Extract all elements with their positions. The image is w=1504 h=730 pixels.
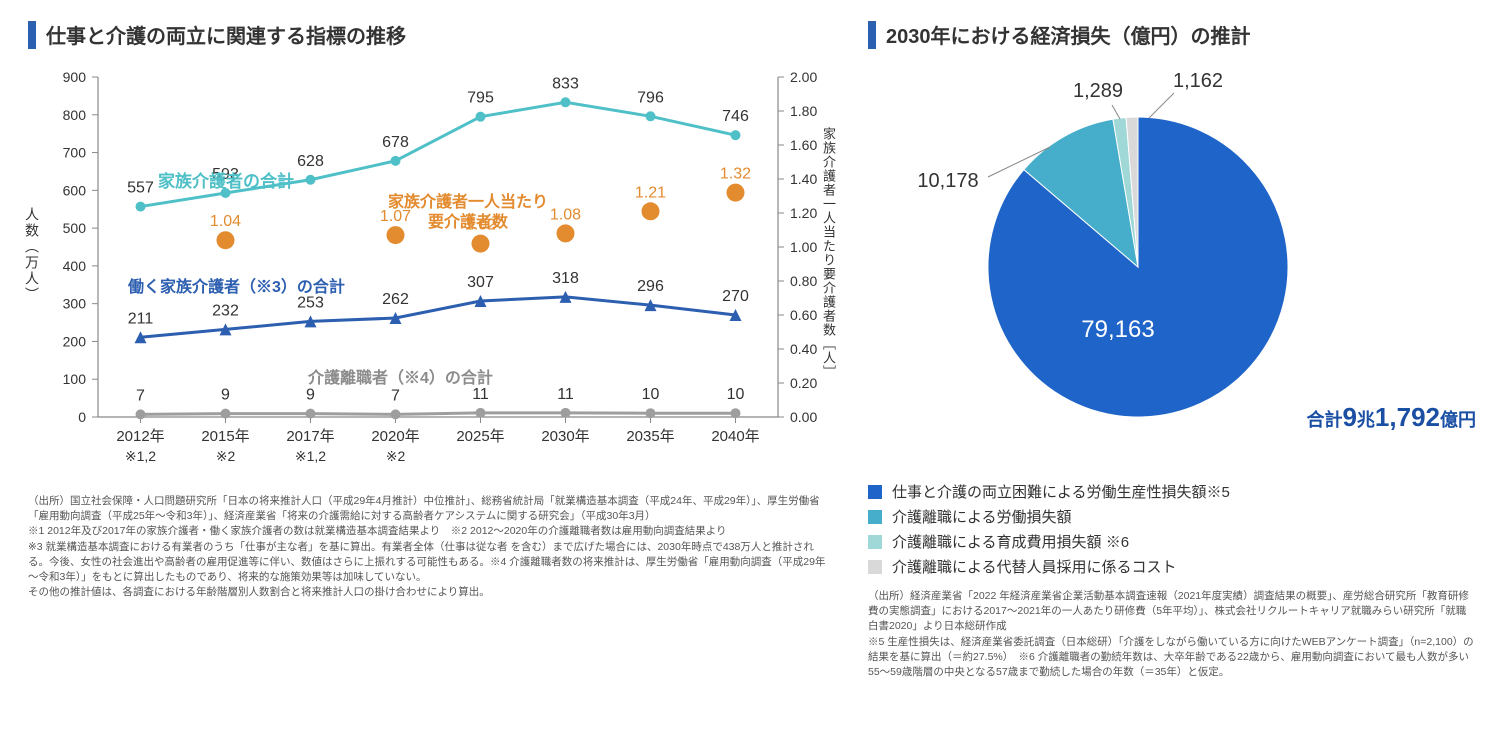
legend-label: 介護離職による育成費用損失額 ※6 [892,531,1129,552]
svg-text:1.08: 1.08 [550,206,581,223]
svg-text:2025年: 2025年 [456,428,504,445]
svg-text:678: 678 [382,134,409,151]
svg-text:1.21: 1.21 [635,184,666,201]
svg-text:家族介護者一人当たり: 家族介護者一人当たり [388,192,548,211]
svg-text:9: 9 [306,387,315,404]
svg-text:800: 800 [63,107,87,123]
svg-text:795: 795 [467,90,494,107]
svg-text:1.20: 1.20 [790,205,817,221]
legend-label: 介護離職による代替人員採用に係るコスト [892,556,1177,577]
svg-text:700: 700 [63,145,87,161]
svg-text:318: 318 [552,270,579,287]
line-chart: 人数（万人） 家族介護者一人当たり要介護者数［人］ 01002003004005… [28,57,828,482]
legend-label: 仕事と介護の両立困難による労働生産性損失額※5 [892,481,1230,502]
svg-text:11: 11 [472,386,489,403]
svg-text:1.32: 1.32 [720,166,751,183]
svg-text:要介護者数: 要介護者数 [428,212,509,231]
svg-text:0.40: 0.40 [790,341,817,357]
svg-text:0.60: 0.60 [790,307,817,323]
title-bar-icon [28,21,36,49]
svg-text:300: 300 [63,296,87,312]
title-bar-icon [868,21,876,49]
svg-text:1,162: 1,162 [1173,70,1223,92]
svg-text:500: 500 [63,220,87,236]
svg-text:2012年: 2012年 [116,428,164,445]
legend-swatch-icon [868,485,882,499]
svg-text:211: 211 [128,310,154,327]
svg-text:746: 746 [722,108,749,125]
pie-legend: 仕事と介護の両立困難による労働生産性損失額※5 介護離職による労働損失額介護離職に… [868,481,1476,577]
svg-text:7: 7 [391,387,400,404]
legend-item: 仕事と介護の両立困難による労働生産性損失額※5 [868,481,1476,502]
svg-text:79,163: 79,163 [1081,316,1154,343]
svg-text:0.20: 0.20 [790,375,817,391]
svg-text:家族介護者の合計: 家族介護者の合計 [158,171,294,191]
svg-text:2.00: 2.00 [790,69,817,85]
left-title-row: 仕事と介護の両立に関連する指標の推移 [28,20,828,49]
svg-text:200: 200 [63,333,87,349]
pie-total: 合計9兆1,792億円 [1306,402,1476,433]
svg-text:10: 10 [642,386,660,403]
pie-chart-svg: 79,163 10,178 1,289 1,162 [868,57,1428,457]
svg-text:307: 307 [467,274,494,291]
right-title: 2030年における経済損失（億円）の推計 [886,20,1251,49]
svg-text:1.04: 1.04 [210,213,241,230]
svg-text:2040年: 2040年 [711,428,759,445]
left-footnotes: （出所）国立社会保障・人口問題研究所「日本の将来推計人口（平成29年4月推計）中… [28,494,828,601]
svg-text:270: 270 [722,288,749,305]
legend-label: 介護離職による労働損失額 [892,506,1072,527]
svg-text:600: 600 [63,182,87,198]
svg-text:0: 0 [78,409,86,425]
svg-text:628: 628 [297,153,324,170]
right-title-row: 2030年における経済損失（億円）の推計 [868,20,1476,49]
svg-text:※2: ※2 [216,448,236,464]
svg-text:※1,2: ※1,2 [295,448,326,464]
legend-swatch-icon [868,510,882,524]
svg-text:0.00: 0.00 [790,409,817,425]
svg-text:296: 296 [637,278,664,295]
svg-text:10,178: 10,178 [917,170,978,192]
legend-item: 介護離職による育成費用損失額 ※6 [868,531,1476,552]
y1-axis-label: 人数（万人） [22,207,42,303]
svg-text:796: 796 [637,89,664,106]
svg-text:833: 833 [552,75,579,92]
svg-text:253: 253 [297,294,324,311]
svg-text:11: 11 [557,386,574,403]
left-title: 仕事と介護の両立に関連する指標の推移 [46,20,406,49]
svg-text:介護離職者（※4）の合計: 介護離職者（※4）の合計 [307,368,493,387]
pie-chart: 79,163 10,178 1,289 1,162 合計9兆1,792億円 [868,57,1476,477]
svg-text:400: 400 [63,258,87,274]
svg-text:10: 10 [727,386,745,403]
svg-text:2017年: 2017年 [286,428,334,445]
svg-text:9: 9 [221,387,230,404]
y2-axis-label: 家族介護者一人当たり要介護者数［人］ [819,127,838,379]
svg-text:2015年: 2015年 [201,428,249,445]
right-panel: 2030年における経済損失（億円）の推計 79,163 10,178 1,289 1,… [868,20,1476,680]
legend-item: 介護離職による代替人員採用に係るコスト [868,556,1476,577]
svg-text:900: 900 [63,69,87,85]
svg-text:※2: ※2 [386,448,406,464]
svg-text:262: 262 [382,291,409,308]
legend-item: 介護離職による労働損失額 [868,506,1476,527]
svg-text:1.80: 1.80 [790,103,817,119]
svg-text:100: 100 [63,371,87,387]
svg-text:557: 557 [127,180,154,197]
svg-text:※1,2: ※1,2 [125,448,156,464]
svg-text:1,289: 1,289 [1073,80,1123,102]
svg-text:2035年: 2035年 [626,428,674,445]
svg-text:232: 232 [212,302,239,319]
svg-text:1.00: 1.00 [790,239,817,255]
svg-text:1.40: 1.40 [790,171,817,187]
legend-swatch-icon [868,560,882,574]
right-footnotes: （出所）経済産業省「2022 年経済産業省企業活動基本調査速報（2021年度実績… [868,589,1476,680]
svg-text:2030年: 2030年 [541,428,589,445]
left-panel: 仕事と介護の両立に関連する指標の推移 人数（万人） 家族介護者一人当たり要介護者… [28,20,828,680]
svg-text:1.60: 1.60 [790,137,817,153]
svg-text:2020年: 2020年 [371,428,419,445]
svg-text:0.80: 0.80 [790,273,817,289]
legend-swatch-icon [868,535,882,549]
svg-text:働く家族介護者（※3）の合計: 働く家族介護者（※3）の合計 [127,277,345,296]
svg-text:7: 7 [136,387,145,404]
line-chart-svg: 0 100 200 300 400 500 600 700 800 900 0.00 0.20 0.40… [28,57,828,477]
